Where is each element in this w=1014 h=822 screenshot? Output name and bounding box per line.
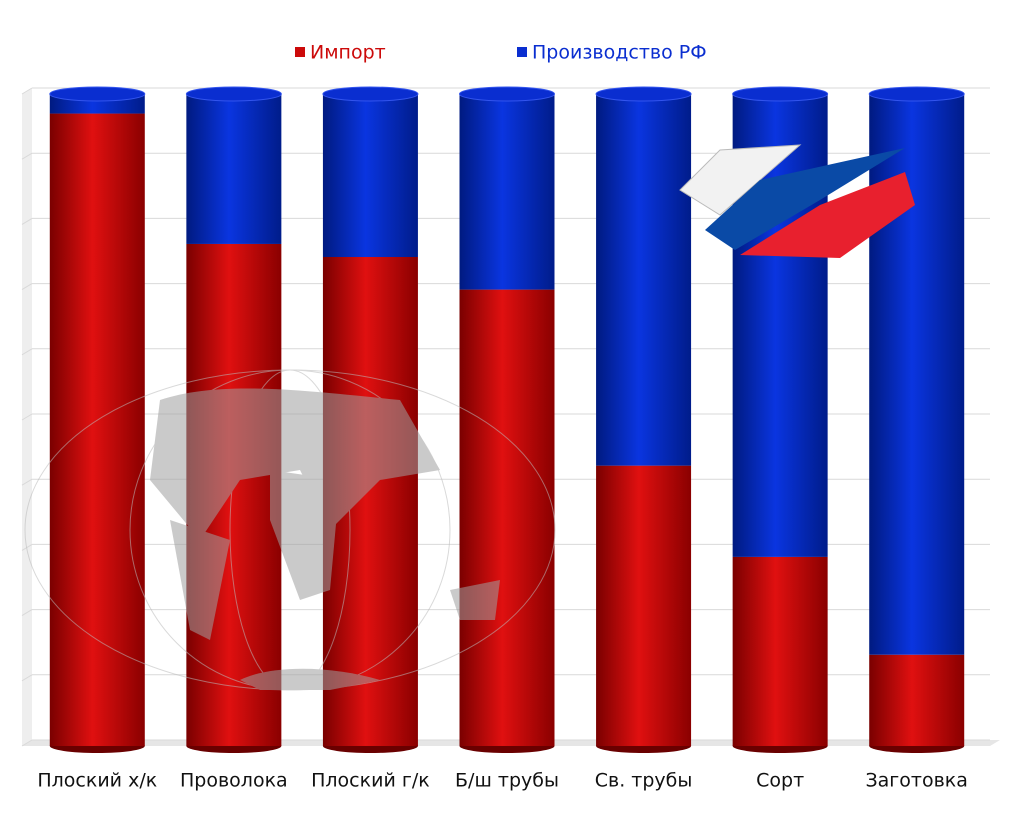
x-tick-label: Сорт: [756, 770, 804, 792]
cylinder-segment: [596, 94, 692, 466]
cylinder-top: [595, 86, 692, 102]
legend-label: Производство РФ: [532, 42, 707, 64]
legend-swatch: [517, 47, 527, 57]
cylinder-segment: [322, 94, 418, 257]
cylinder-top: [459, 86, 555, 102]
cylinder-segment: [732, 556, 828, 746]
grid-line: [21, 348, 33, 356]
cylinder-segment: [459, 289, 555, 746]
cylinder-top: [49, 86, 146, 102]
cylinder-segment: [186, 94, 282, 244]
cylinder-top: [322, 86, 419, 102]
x-tick-label: Заготовка: [865, 770, 967, 792]
cylinder-segment: [49, 113, 145, 746]
cylinder-segment: [869, 94, 965, 655]
grid-line: [21, 413, 33, 421]
x-tick-label: Плоский г/к: [311, 770, 430, 792]
legend-swatch: [295, 47, 305, 57]
grid-line: [21, 152, 33, 160]
grid-line: [21, 217, 33, 225]
legend-label: Импорт: [310, 42, 386, 64]
grid-line: [21, 87, 33, 95]
grid-line: [21, 674, 33, 682]
legend: Импорт Производство РФ: [295, 42, 707, 64]
grid-line: [21, 478, 33, 486]
cylinder-top: [868, 86, 965, 102]
grid-line: [21, 739, 33, 747]
grid-line: [21, 609, 33, 617]
x-tick-label: Проволока: [180, 770, 288, 792]
x-tick-label: Б/ш трубы: [455, 770, 559, 792]
x-tick-label: Св. трубы: [595, 770, 693, 792]
flag-ribbon: [679, 144, 915, 258]
cylinder-segment: [596, 465, 692, 746]
cylinder-top: [185, 86, 282, 102]
cylinder-segment: [869, 654, 965, 746]
globe-decoration: [24, 369, 556, 691]
cylinder-top: [732, 86, 829, 102]
x-tick-label: Плоский х/к: [37, 770, 157, 792]
cylinder-segment: [459, 94, 555, 290]
grid-line: [21, 283, 33, 291]
